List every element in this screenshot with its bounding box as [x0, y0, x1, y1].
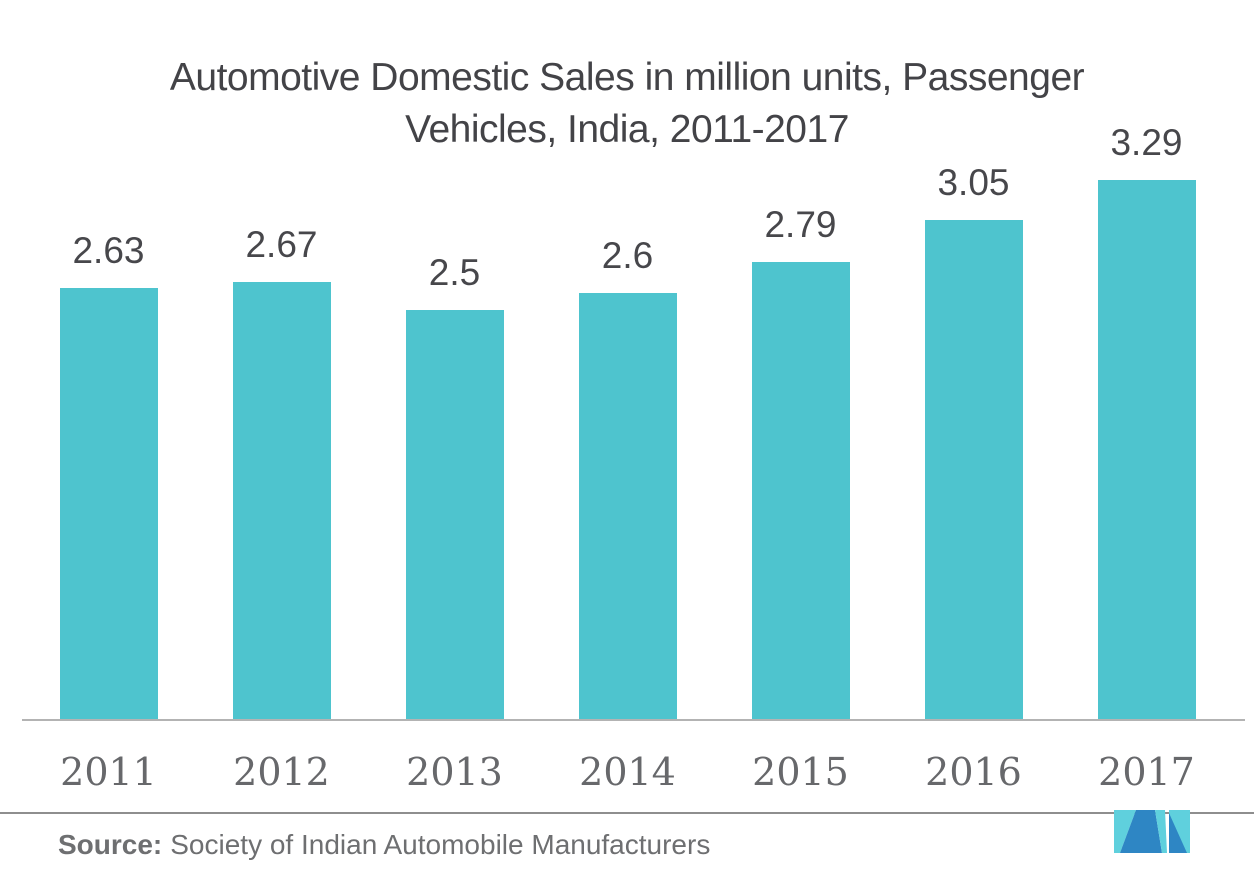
bar-value-label-2014: 2.6: [601, 235, 654, 276]
bar-2016: [924, 220, 1023, 719]
x-axis-line: [22, 719, 1245, 721]
x-axis-label-2011: 2011: [60, 750, 157, 794]
chart-title-line-2: Vehicles, India, 2011-2017: [405, 108, 849, 151]
mordor-intelligence-logo: [1114, 810, 1190, 853]
x-axis-label-2015: 2015: [752, 750, 849, 794]
source-text: Society of Indian Automobile Manufacture…: [170, 829, 711, 860]
bar-value-label-2013: 2.5: [428, 252, 481, 293]
bar-value-label-2015: 2.79: [764, 204, 837, 245]
bar-value-label-2016: 3.05: [937, 162, 1010, 203]
bar-2014: [578, 293, 677, 719]
bar-value-label-2012: 2.67: [245, 224, 318, 265]
bar-2017: [1097, 180, 1196, 719]
plot-area: 2.63 2.67 2.5 2.6 2.79 3.05 3.29: [59, 122, 1196, 719]
logo-left-teal-stripe: [1155, 810, 1167, 853]
x-axis-label-2016: 2016: [925, 750, 1022, 794]
bar-2011: [59, 288, 158, 719]
logo-right-blue-triangle: [1169, 813, 1187, 853]
source-attribution: Source: Society of Indian Automobile Manu…: [58, 829, 710, 861]
x-axis-label-2014: 2014: [579, 750, 676, 794]
chart-title: Automotive Domestic Sales in million uni…: [0, 52, 1254, 156]
logo-left-teal-wedge: [1114, 810, 1136, 853]
chart-title-line-1: Automotive Domestic Sales in million uni…: [169, 56, 1085, 99]
bar-2012: [232, 282, 331, 719]
x-axis-label-2017: 2017: [1098, 750, 1195, 794]
x-axis-labels: 2011 2012 2013 2014 2015 2016 2017: [0, 750, 1254, 794]
bar-value-label-2017: 3.29: [1110, 122, 1183, 163]
bar-2015: [751, 262, 850, 719]
bar-2013: [405, 310, 504, 719]
source-divider-line: [0, 812, 1254, 814]
logo-left-blue-stripe: [1120, 810, 1162, 853]
source-label: Source:: [58, 829, 163, 860]
x-axis-label-2013: 2013: [406, 750, 503, 794]
x-axis-label-2012: 2012: [233, 750, 330, 794]
bar-value-label-2011: 2.63: [72, 230, 145, 271]
